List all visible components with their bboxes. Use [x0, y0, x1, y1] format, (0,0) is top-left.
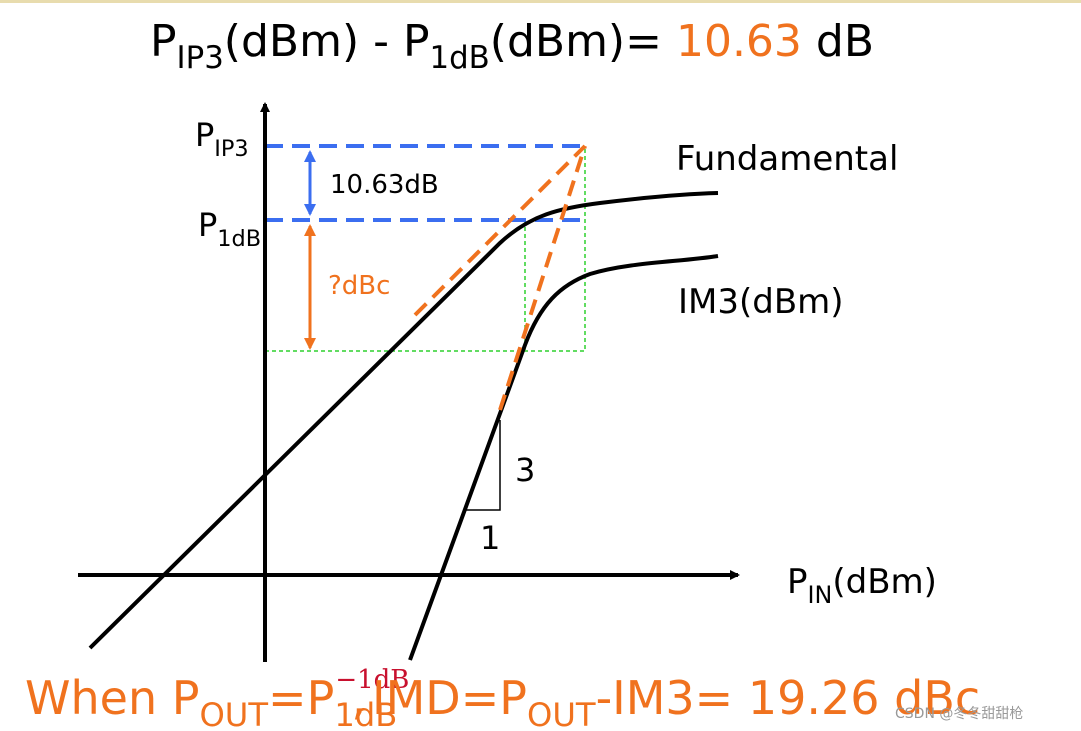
- footer-formula: When POUT=P1dB−1dB, IMD=POUT-IM3= 19.26 d…: [25, 665, 980, 731]
- text-part: 1dB: [430, 40, 490, 76]
- text-part: 10.63dB: [330, 170, 439, 200]
- fundamental-label: Fundamental: [676, 139, 898, 179]
- text-part: P: [150, 16, 177, 67]
- text-part: −1dB: [335, 665, 409, 695]
- gap-label: 10.63dB: [330, 170, 439, 200]
- curves: [88, 191, 719, 661]
- text-part: (dBm) - P: [224, 16, 430, 67]
- pip3-label: PIP3: [195, 116, 249, 162]
- im3-label: IM3(dBm): [678, 282, 844, 322]
- title: PIP3(dBm) - P1dB(dBm)= 10.63 dB: [150, 16, 874, 76]
- watermark: CSDN @冬冬甜甜枪: [895, 705, 1023, 722]
- text-part: 3: [515, 451, 535, 489]
- slope-rise: 3: [515, 451, 535, 489]
- text-part: Fundamental: [676, 139, 898, 179]
- dbc-label: ?dBc: [328, 271, 390, 301]
- text-part: P: [195, 116, 214, 154]
- text-part: P: [198, 206, 217, 244]
- text-part: IP3: [177, 40, 224, 76]
- text-part: (dBm): [832, 562, 937, 602]
- text-part: CSDN @冬冬甜甜枪: [895, 705, 1023, 722]
- text-part: 1dB: [217, 226, 261, 252]
- text-part: ,: [351, 671, 366, 725]
- text-part: OUT: [527, 696, 596, 731]
- text-part: When P: [25, 671, 199, 725]
- p1db-label: P1dB: [198, 206, 261, 252]
- text-part: 1dB: [334, 696, 397, 731]
- pin-label: PIN(dBm): [787, 562, 937, 609]
- text-part: dB: [802, 16, 874, 67]
- text-part: =P: [268, 671, 334, 725]
- text-part: ?dBc: [328, 271, 390, 301]
- text-part: -IM3= 19.26 dBc: [596, 671, 981, 725]
- text-part: IM3(dBm): [678, 282, 844, 322]
- asymptotes: [413, 144, 587, 411]
- text-part: IP3: [214, 136, 248, 162]
- text-part: IMD=P: [372, 671, 527, 725]
- top-border: [0, 0, 1081, 3]
- text-part: (dBm)=: [490, 16, 676, 67]
- guides: [265, 144, 586, 352]
- text-part: P: [787, 562, 808, 602]
- text-part: 1: [480, 519, 500, 557]
- axes: [78, 102, 740, 662]
- slope-run: 1: [480, 519, 500, 557]
- text-part: IN: [808, 581, 833, 609]
- text-part: OUT: [199, 696, 268, 731]
- text-part: 10.63: [676, 16, 802, 67]
